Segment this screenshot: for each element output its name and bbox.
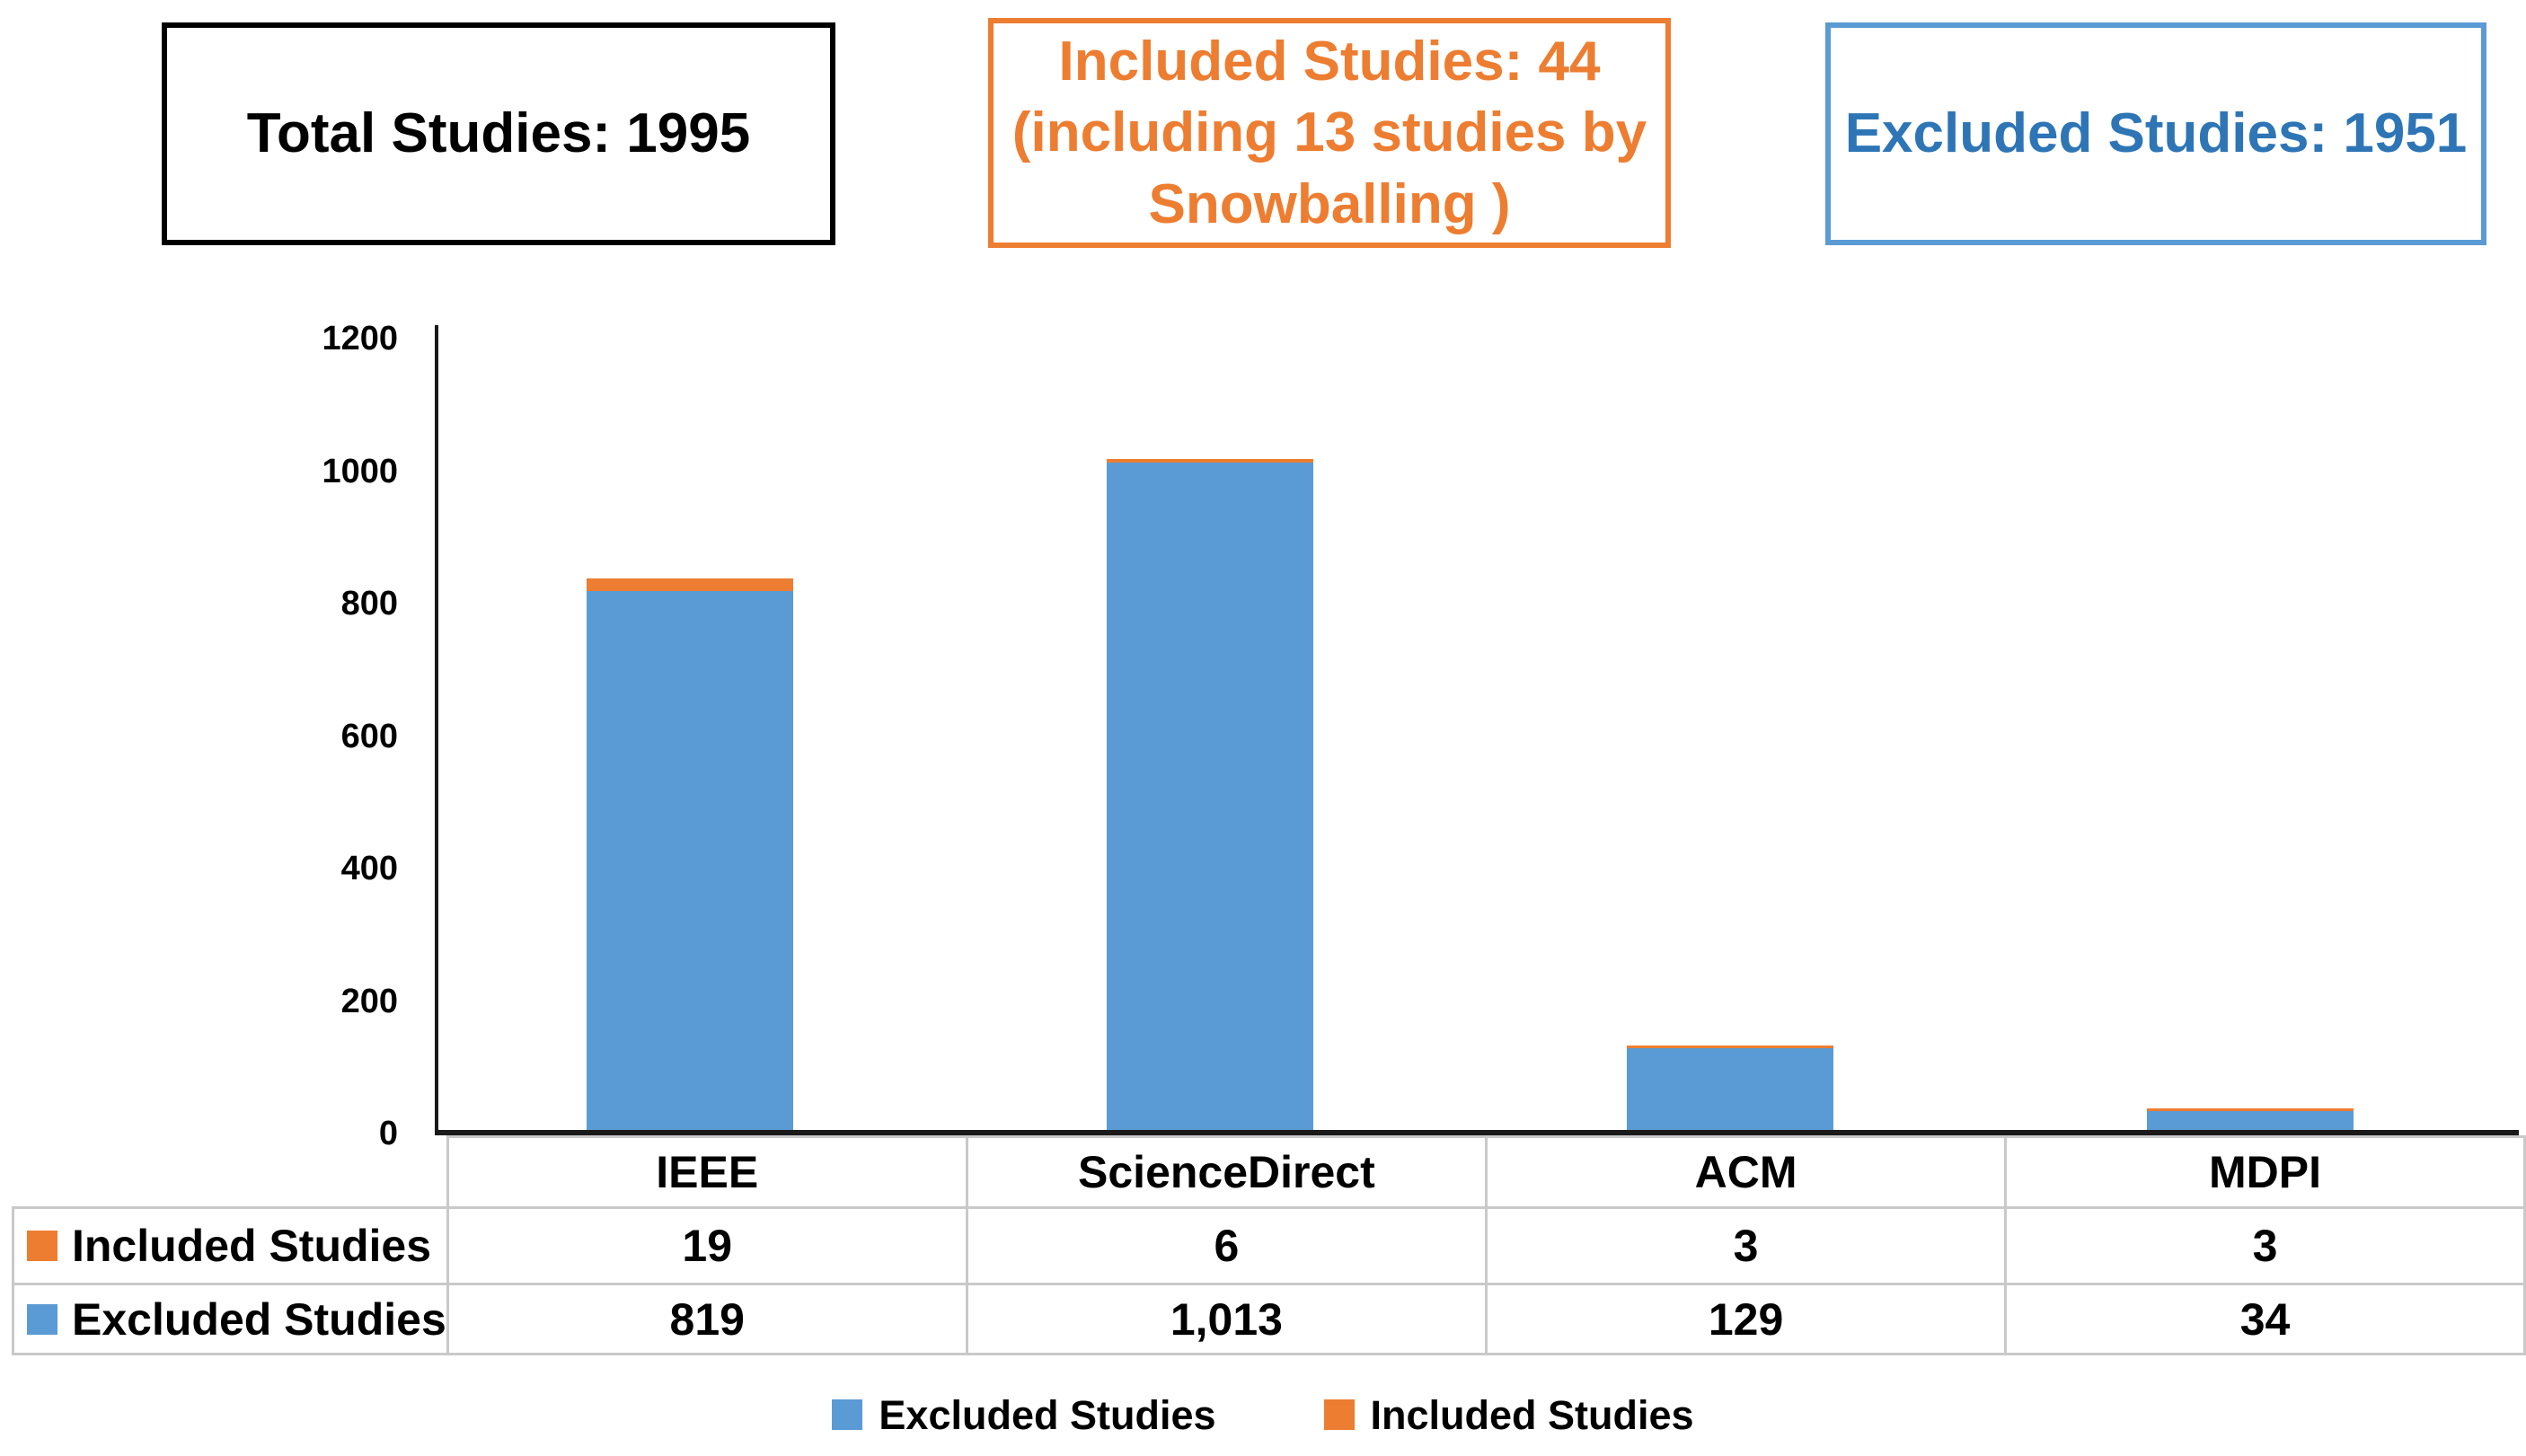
table-header-ieee: IEEE [446,1135,968,1209]
included-studies-box: Included Studies: 44 (including 13 studi… [988,18,1671,248]
bar-segment-included-ieee [586,578,793,591]
included-studies-text-line3: Snowballing ) [1148,172,1511,235]
excluded-studies-box: Excluded Studies: 1951 [1825,22,2486,245]
legend-item-excluded-studies: Excluded Studies [832,1391,1216,1438]
table-row-header-excluded-studies: Excluded Studies [12,1283,449,1355]
table-row-header-included-studies: Included Studies [12,1206,449,1285]
table-cell: 3 [1485,1206,2008,1285]
table-cell: 3 [2004,1206,2526,1285]
table-cell: 129 [1485,1283,2008,1355]
table-row: Excluded Studies 819 1,013 129 34 [12,1283,2526,1355]
y-tick-label-200: 200 [340,982,398,1020]
bar-mdpi [2146,1108,2354,1134]
x-axis-line [435,1130,2519,1135]
row-marker-icon [27,1231,57,1261]
legend-item-included-studies: Included Studies [1323,1391,1694,1438]
total-studies-box: Total Studies: 1995 [162,22,835,245]
table-row: Included Studies 19 6 3 3 [12,1206,2526,1285]
table-header-sciencedirect: ScienceDirect [965,1135,1488,1209]
legend-label: Excluded Studies [879,1391,1216,1438]
bar-ieee [586,578,793,1134]
table-cell: 6 [965,1206,1488,1285]
table-header-acm: ACM [1485,1135,2008,1209]
bar-segment-included-mdpi [2146,1108,2354,1111]
bar-segment-excluded-ieee [586,591,793,1134]
y-tick-label-800: 800 [340,585,398,622]
table-cell: 1,013 [965,1283,1488,1355]
row-label: Included Studies [72,1221,432,1271]
legend-swatch-icon [832,1399,863,1430]
chart-data-table: IEEE ScienceDirect ACM MDPI Included Studies… [12,1135,2526,1355]
y-tick-label-400: 400 [340,850,398,887]
table-cell: 19 [446,1206,968,1285]
chart-legend: Excluded Studies Included Studies [0,1388,2526,1442]
row-marker-icon [27,1303,57,1335]
legend-label: Included Studies [1370,1391,1694,1438]
bar-segment-excluded-acm [1626,1048,1833,1134]
y-tick-label-1200: 1200 [322,320,398,357]
table-cell: 34 [2004,1283,2526,1355]
bar-segment-included-sciencedirect [1106,459,1313,463]
bar-segment-excluded-mdpi [2146,1111,2354,1134]
y-tick-label-1000: 1000 [322,452,398,490]
included-studies-text-line2: (including 13 studies by [1011,101,1647,164]
bar-acm [1626,1046,1833,1134]
row-label: Excluded Studies [72,1293,446,1345]
legend-swatch-icon [1323,1399,1355,1430]
total-studies-text: Total Studies: 1995 [246,102,751,165]
bar-sciencedirect [1106,459,1313,1134]
excluded-studies-text: Excluded Studies: 1951 [1844,102,2468,165]
table-cell: 819 [446,1283,968,1355]
y-tick-label-600: 600 [340,717,398,755]
included-studies-text-line1: Included Studies: 44 [1058,30,1601,93]
bar-segment-excluded-sciencedirect [1106,463,1313,1134]
table-corner-cell [13,1137,448,1208]
table-header-mdpi: MDPI [2004,1135,2526,1209]
y-tick-label-0: 0 [378,1115,398,1152]
bar-segment-included-acm [1626,1046,1833,1048]
y-axis-line [435,325,438,1134]
